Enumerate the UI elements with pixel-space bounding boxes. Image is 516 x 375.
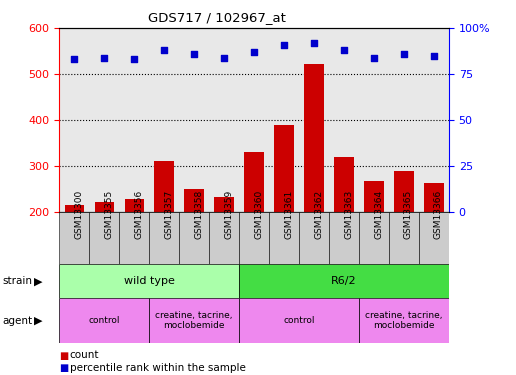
Bar bbox=[364, 181, 384, 212]
Bar bbox=[299, 212, 329, 264]
Text: percentile rank within the sample: percentile rank within the sample bbox=[70, 363, 246, 373]
Text: control: control bbox=[283, 316, 315, 325]
Bar bbox=[59, 212, 89, 264]
Point bbox=[310, 40, 318, 46]
Text: R6/2: R6/2 bbox=[331, 276, 357, 286]
Point bbox=[340, 47, 348, 53]
Point bbox=[400, 51, 408, 57]
Text: GSM13366: GSM13366 bbox=[434, 190, 443, 239]
Text: GSM13364: GSM13364 bbox=[374, 190, 383, 239]
Bar bbox=[239, 212, 269, 264]
Point bbox=[160, 47, 168, 53]
Bar bbox=[124, 199, 144, 212]
Bar bbox=[154, 161, 174, 212]
Bar bbox=[64, 205, 84, 212]
Bar bbox=[359, 298, 449, 343]
Bar bbox=[269, 212, 299, 264]
Text: GSM13362: GSM13362 bbox=[314, 190, 323, 239]
Point bbox=[220, 54, 228, 60]
Bar bbox=[275, 124, 294, 212]
Point bbox=[190, 51, 198, 57]
Text: wild type: wild type bbox=[124, 276, 175, 286]
Bar bbox=[389, 212, 419, 264]
Text: count: count bbox=[70, 351, 99, 360]
Bar bbox=[334, 157, 354, 212]
Bar bbox=[184, 189, 204, 212]
Text: GDS717 / 102967_at: GDS717 / 102967_at bbox=[148, 11, 286, 24]
Text: agent: agent bbox=[3, 316, 33, 326]
Bar bbox=[59, 298, 149, 343]
Text: GSM13356: GSM13356 bbox=[134, 190, 143, 239]
Bar bbox=[89, 212, 119, 264]
Point bbox=[370, 54, 378, 60]
Bar bbox=[394, 171, 414, 212]
Bar bbox=[424, 183, 444, 212]
Bar bbox=[94, 202, 114, 212]
Point bbox=[100, 54, 108, 60]
Text: GSM13361: GSM13361 bbox=[284, 190, 293, 239]
Point bbox=[250, 49, 259, 55]
Bar bbox=[239, 264, 449, 298]
Text: creatine, tacrine,
moclobemide: creatine, tacrine, moclobemide bbox=[365, 311, 443, 330]
Text: GSM13300: GSM13300 bbox=[74, 190, 83, 239]
Bar bbox=[59, 264, 239, 298]
Point bbox=[130, 56, 138, 62]
Point bbox=[430, 53, 438, 59]
Text: GSM13363: GSM13363 bbox=[344, 190, 353, 239]
Bar bbox=[149, 298, 239, 343]
Text: GSM13360: GSM13360 bbox=[254, 190, 263, 239]
Bar bbox=[179, 212, 209, 264]
Text: strain: strain bbox=[3, 276, 33, 286]
Bar bbox=[304, 64, 324, 212]
Text: GSM13359: GSM13359 bbox=[224, 190, 233, 239]
Text: ▶: ▶ bbox=[35, 276, 43, 286]
Text: creatine, tacrine,
moclobemide: creatine, tacrine, moclobemide bbox=[155, 311, 233, 330]
Bar bbox=[149, 212, 179, 264]
Text: ■: ■ bbox=[59, 363, 69, 373]
Bar bbox=[359, 212, 389, 264]
Text: GSM13355: GSM13355 bbox=[104, 190, 114, 239]
Bar bbox=[215, 197, 234, 212]
Bar bbox=[329, 212, 359, 264]
Bar bbox=[239, 298, 359, 343]
Text: GSM13358: GSM13358 bbox=[194, 190, 203, 239]
Text: GSM13357: GSM13357 bbox=[164, 190, 173, 239]
Text: ▶: ▶ bbox=[35, 316, 43, 326]
Point bbox=[70, 56, 78, 62]
Bar bbox=[119, 212, 149, 264]
Point bbox=[280, 42, 288, 48]
Text: control: control bbox=[89, 316, 120, 325]
Text: GSM13365: GSM13365 bbox=[404, 190, 413, 239]
Bar bbox=[209, 212, 239, 264]
Text: ■: ■ bbox=[59, 351, 69, 360]
Bar bbox=[245, 152, 264, 212]
Bar bbox=[419, 212, 449, 264]
